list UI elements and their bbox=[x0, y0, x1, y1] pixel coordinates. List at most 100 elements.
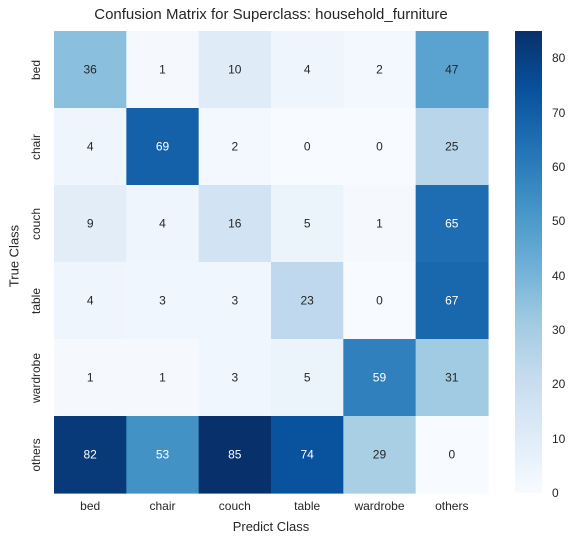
heatmap-cell-table-couch bbox=[198, 262, 272, 340]
heatmap-cell-bed-bed bbox=[54, 31, 127, 109]
heatmap-cell-chair-couch bbox=[198, 108, 272, 186]
y-tick-label-bed: bed bbox=[29, 59, 43, 80]
heatmap-cells bbox=[54, 31, 489, 494]
cell-value-label: 3 bbox=[231, 294, 238, 308]
y-tick-label-others: others bbox=[29, 437, 43, 472]
cell-value-label: 2 bbox=[231, 140, 238, 154]
cell-value-label: 10 bbox=[228, 63, 242, 77]
cell-value-label: 65 bbox=[445, 217, 459, 231]
cell-value-label: 25 bbox=[445, 140, 459, 154]
y-tick-label-wardrobe: wardrobe bbox=[29, 352, 43, 403]
cell-value-label: 4 bbox=[87, 294, 94, 308]
x-tick-label-couch: couch bbox=[218, 499, 251, 513]
heatmap-cell-couch-table bbox=[270, 185, 344, 263]
heatmap-cell-wardrobe-chair bbox=[126, 339, 200, 417]
heatmap-cell-couch-wardrobe bbox=[343, 185, 417, 263]
heatmap-cell-bed-others bbox=[415, 31, 489, 109]
heatmap-cell-bed-chair bbox=[126, 31, 200, 109]
x-tick-label-others: others bbox=[435, 499, 469, 513]
heatmap-cell-others-wardrobe bbox=[343, 416, 417, 494]
heatmap-cell-labels: 36 1 10 4 2 474 69 2 0 0 259 4 16 5 1 654 3 3 23 0 671 1 3 5 59 3… bbox=[83, 63, 458, 462]
cell-value-label: 1 bbox=[159, 63, 166, 77]
heatmap-cell-wardrobe-bed bbox=[54, 339, 127, 417]
cell-value-label: 4 bbox=[304, 63, 311, 77]
heatmap-cell-couch-others bbox=[415, 185, 489, 263]
cell-value-label: 2 bbox=[376, 63, 383, 77]
x-tick-label-bed: bed bbox=[80, 499, 101, 513]
heatmap-cell-bed-wardrobe bbox=[343, 31, 417, 109]
heatmap-cell-table-bed bbox=[54, 262, 127, 340]
heatmap-cell-chair-others bbox=[415, 108, 489, 186]
heatmap-cell-chair-wardrobe bbox=[343, 108, 417, 186]
cell-value-label: 23 bbox=[300, 294, 314, 308]
heatmap-cell-others-couch bbox=[198, 416, 272, 494]
cell-value-label: 1 bbox=[376, 217, 383, 231]
cell-value-label: 4 bbox=[159, 217, 166, 231]
cell-value-label: 85 bbox=[228, 448, 242, 462]
x-tick-label-chair: chair bbox=[149, 499, 176, 513]
colorbar-tick-label: 50 bbox=[552, 214, 566, 229]
cell-value-label: 1 bbox=[87, 371, 94, 385]
colorbar-tick-label: 30 bbox=[552, 322, 566, 337]
cell-value-label: 4 bbox=[87, 140, 94, 154]
colorbar bbox=[515, 31, 542, 493]
heatmap-cell-bed-couch bbox=[198, 31, 272, 109]
cell-value-label: 0 bbox=[304, 140, 311, 154]
heatmap-cell-couch-couch bbox=[198, 185, 272, 263]
cell-value-label: 31 bbox=[445, 371, 459, 385]
cell-value-label: 59 bbox=[373, 371, 387, 385]
cell-value-label: 5 bbox=[304, 371, 311, 385]
heatmap-cell-chair-bed bbox=[54, 108, 127, 186]
colorbar-tick-label: 60 bbox=[552, 159, 566, 174]
colorbar-tick-label: 70 bbox=[552, 105, 566, 120]
cell-value-label: 47 bbox=[445, 63, 459, 77]
heatmap-cell-wardrobe-table bbox=[270, 339, 344, 417]
cell-value-label: 0 bbox=[376, 140, 383, 154]
colorbar-tick-label: 0 bbox=[552, 486, 559, 500]
y-tick-label-chair: chair bbox=[29, 133, 43, 160]
heatmap-cell-others-bed bbox=[54, 416, 127, 494]
heatmap-cell-couch-chair bbox=[126, 185, 200, 263]
cell-value-label: 16 bbox=[228, 217, 242, 231]
heatmap-cell-others-chair bbox=[126, 416, 200, 494]
y-tick-label-table: table bbox=[29, 287, 43, 314]
heatmap-cell-chair-table bbox=[270, 108, 344, 186]
colorbar-tick-label: 80 bbox=[552, 51, 566, 66]
x-tick-label-wardrobe: wardrobe bbox=[354, 499, 405, 513]
heatmap-cell-table-table bbox=[270, 262, 344, 340]
colorbar-tick-label: 10 bbox=[552, 431, 566, 446]
x-axis-label: Predict Class bbox=[232, 519, 310, 534]
cell-value-label: 0 bbox=[376, 294, 383, 308]
heatmap-cell-wardrobe-wardrobe bbox=[343, 339, 417, 417]
cell-value-label: 82 bbox=[83, 448, 97, 462]
cell-value-label: 69 bbox=[156, 140, 170, 154]
heatmap-cell-table-chair bbox=[126, 262, 200, 340]
chart-title: Confusion Matrix for Superclass: househo… bbox=[94, 6, 448, 23]
heatmap-cell-table-wardrobe bbox=[343, 262, 417, 340]
cell-value-label: 29 bbox=[373, 448, 387, 462]
heatmap-cell-table-others bbox=[415, 262, 489, 340]
cell-value-label: 3 bbox=[231, 371, 238, 385]
heatmap-cell-chair-chair bbox=[126, 108, 200, 186]
colorbar-tick-label: 20 bbox=[552, 377, 566, 392]
cell-value-label: 5 bbox=[304, 217, 311, 231]
cell-value-label: 1 bbox=[159, 371, 166, 385]
heatmap-cell-others-others bbox=[415, 416, 489, 494]
cell-value-label: 74 bbox=[300, 448, 314, 462]
cell-value-label: 3 bbox=[159, 294, 166, 308]
cell-value-label: 9 bbox=[87, 217, 94, 231]
heatmap-cell-bed-table bbox=[270, 31, 344, 109]
y-tick-label-couch: couch bbox=[29, 207, 43, 240]
heatmap-cell-wardrobe-others bbox=[415, 339, 489, 417]
heatmap-cell-couch-bed bbox=[54, 185, 127, 263]
cell-value-label: 36 bbox=[83, 63, 97, 77]
x-tick-label-table: table bbox=[294, 499, 321, 513]
heatmap-cell-wardrobe-couch bbox=[198, 339, 272, 417]
heatmap-cell-others-table bbox=[270, 416, 344, 494]
cell-value-label: 67 bbox=[445, 294, 459, 308]
cell-value-label: 0 bbox=[448, 448, 455, 462]
cell-value-label: 53 bbox=[156, 448, 170, 462]
y-axis-label: True Class bbox=[6, 224, 22, 288]
